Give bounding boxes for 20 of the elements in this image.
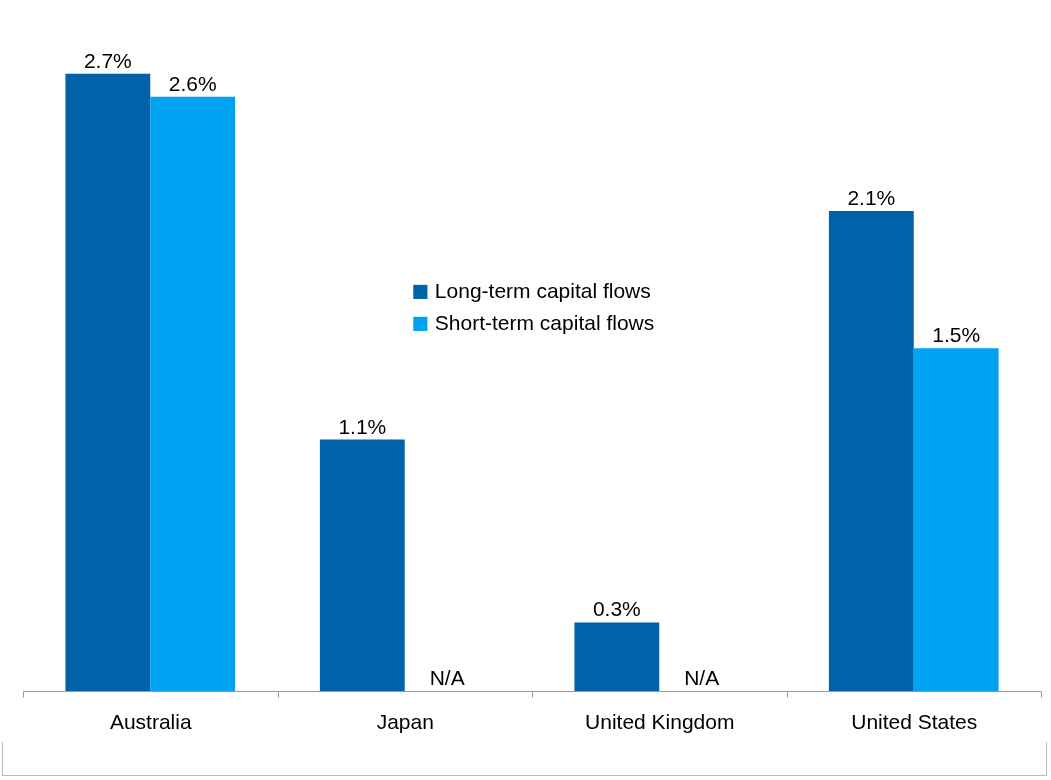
legend-label: Long-term capital flows xyxy=(434,278,651,302)
bar xyxy=(828,211,914,691)
x-tick-label: United Kingdom xyxy=(585,709,735,733)
data-label: 2.1% xyxy=(847,186,896,209)
text: N/A xyxy=(429,666,465,689)
text: N/A xyxy=(684,666,720,689)
data-label: 1.1% xyxy=(338,414,387,438)
x-tick-label: Japan xyxy=(376,709,434,733)
x-tick-label: Australia xyxy=(109,709,192,733)
bar xyxy=(574,622,660,691)
data-label: 2.7% xyxy=(83,48,132,72)
bar xyxy=(913,348,999,691)
x-tick-label: United States xyxy=(851,709,978,733)
bar xyxy=(65,73,151,691)
data-label: 1.5% xyxy=(932,323,981,347)
legend-label: Short-term capital flows xyxy=(434,310,655,334)
bar xyxy=(150,96,236,691)
data-label: 0.3% xyxy=(592,597,641,621)
data-label: 2.6% xyxy=(168,71,217,95)
bar xyxy=(319,439,405,691)
